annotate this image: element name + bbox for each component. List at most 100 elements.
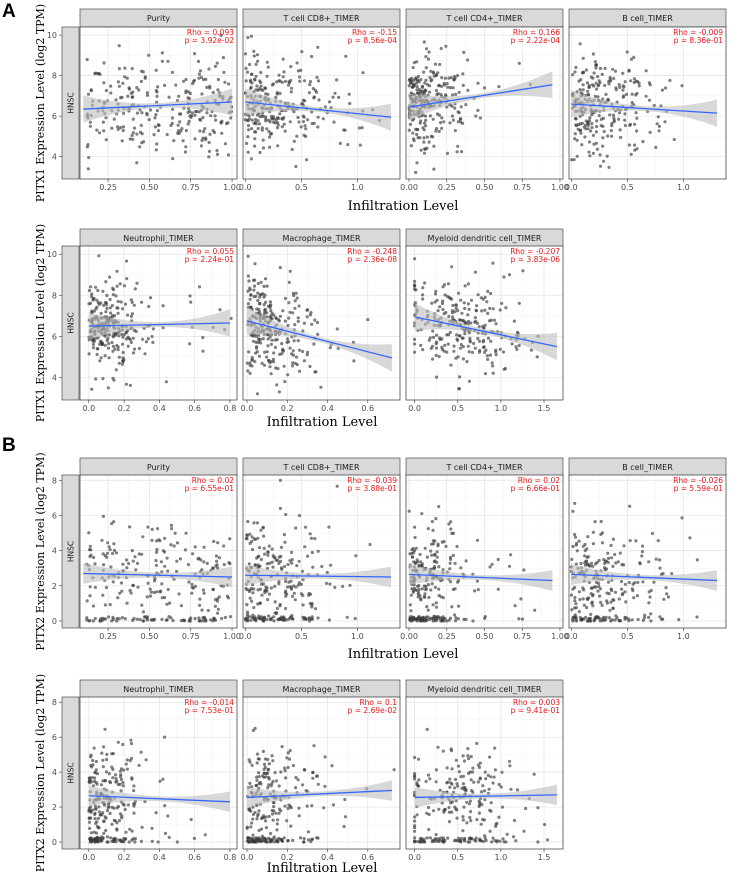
data-point	[594, 562, 598, 566]
data-point	[616, 560, 620, 564]
data-point	[434, 346, 439, 350]
data-point	[436, 309, 440, 313]
data-point	[145, 91, 149, 95]
data-point	[250, 763, 254, 768]
data-point	[115, 821, 119, 825]
data-point	[632, 80, 636, 85]
data-point	[483, 308, 487, 312]
data-point	[97, 805, 101, 809]
data-point	[97, 131, 102, 135]
data-point	[573, 595, 577, 600]
data-point	[86, 143, 90, 147]
data-point	[418, 552, 422, 557]
data-point	[439, 595, 443, 599]
data-point	[447, 618, 451, 622]
data-point	[215, 563, 219, 567]
data-point	[166, 814, 170, 818]
data-point	[207, 155, 211, 159]
data-point	[222, 544, 226, 548]
data-point	[446, 836, 450, 840]
data-point	[436, 745, 440, 749]
data-point	[102, 563, 106, 567]
data-point	[428, 836, 432, 840]
data-point	[335, 484, 339, 488]
data-point	[86, 92, 91, 96]
data-point	[472, 341, 476, 345]
data-point	[283, 540, 287, 544]
data-point	[255, 761, 259, 765]
data-point	[102, 61, 106, 65]
y-tick-label: 0	[52, 838, 57, 847]
data-point	[108, 306, 112, 310]
data-point	[198, 129, 202, 133]
data-point	[100, 538, 104, 542]
data-point	[410, 551, 414, 555]
data-point	[468, 770, 472, 774]
data-point	[592, 71, 596, 75]
data-point	[196, 59, 201, 64]
data-point	[120, 362, 124, 366]
data-point	[427, 338, 431, 342]
data-point	[428, 76, 432, 80]
data-point	[573, 532, 577, 537]
data-point	[115, 269, 119, 273]
data-point	[184, 77, 188, 82]
data-point	[130, 829, 134, 833]
data-point	[290, 86, 294, 90]
data-point	[450, 810, 454, 814]
data-point	[86, 167, 90, 171]
data-point	[104, 585, 108, 590]
rho-label: Rho = -0.248	[347, 247, 397, 256]
data-point	[594, 585, 598, 589]
data-point	[201, 77, 206, 82]
data-point	[146, 525, 150, 529]
data-point	[494, 353, 498, 357]
data-point	[429, 346, 433, 350]
data-point	[202, 545, 206, 549]
data-point	[112, 839, 116, 844]
data-point	[338, 141, 342, 145]
data-point	[581, 597, 585, 601]
data-point	[431, 335, 436, 339]
data-point	[588, 116, 592, 120]
data-point	[207, 140, 211, 145]
data-point	[258, 79, 262, 83]
data-point	[150, 839, 154, 843]
data-point	[125, 601, 129, 605]
rho-label: Rho = -0.009	[673, 28, 723, 37]
data-point	[132, 811, 136, 815]
data-point	[85, 57, 89, 62]
data-point	[253, 351, 258, 355]
data-point	[109, 836, 113, 840]
data-point	[662, 597, 666, 601]
data-point	[612, 76, 616, 81]
data-point	[252, 77, 257, 81]
data-point	[332, 120, 336, 124]
data-point	[543, 822, 547, 827]
data-point	[513, 604, 517, 608]
data-point	[641, 544, 645, 548]
data-point	[412, 82, 416, 86]
p-value-label: p = 2.22e-04	[511, 36, 561, 45]
data-point	[114, 294, 118, 298]
data-point	[608, 608, 612, 612]
data-point	[595, 125, 599, 129]
data-point	[112, 520, 116, 524]
x-tick-label: 0.50	[141, 183, 159, 192]
data-point	[169, 543, 173, 547]
data-point	[427, 812, 431, 817]
data-point	[127, 87, 132, 91]
data-point	[145, 618, 149, 622]
data-point	[450, 800, 454, 804]
data-point	[296, 778, 300, 782]
data-point	[449, 781, 453, 785]
data-point	[104, 138, 108, 142]
data-point	[329, 563, 333, 567]
x-tick-label: 0.2	[281, 853, 294, 862]
data-point	[487, 319, 492, 323]
data-point	[461, 83, 465, 87]
data-point	[476, 336, 480, 341]
data-point	[366, 318, 370, 322]
data-point	[118, 812, 123, 816]
data-point	[244, 587, 248, 591]
